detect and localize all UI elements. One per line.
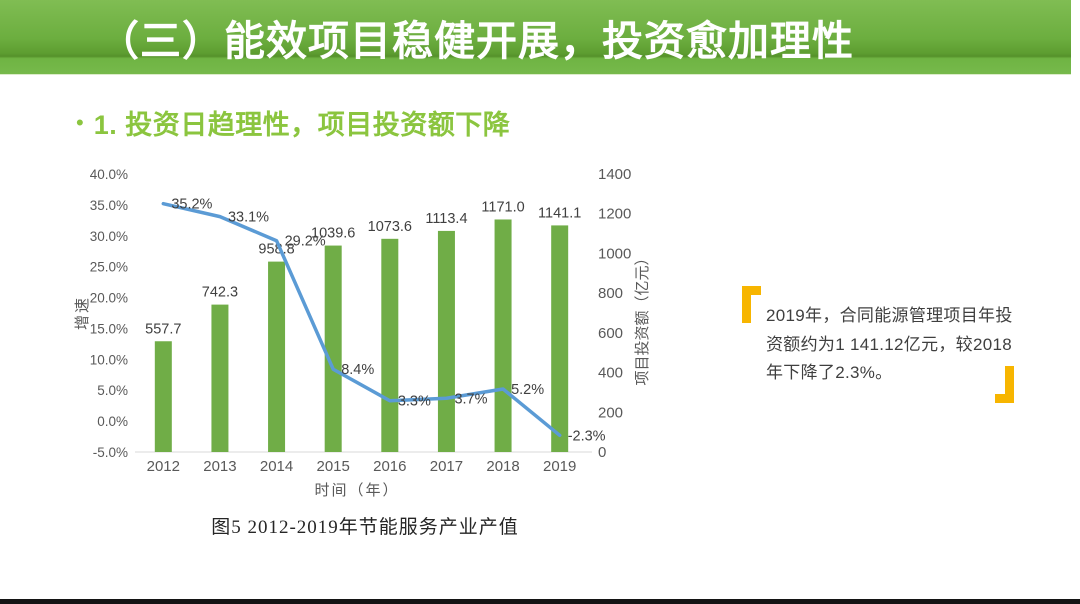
x-axis-tick-label: 2017: [430, 458, 463, 475]
x-axis-tick-label: 2016: [373, 458, 406, 475]
close-quote-horizontal-bar: [995, 394, 1014, 403]
bar-2015: [324, 245, 342, 452]
growth-pct-label: 35.2%: [171, 197, 212, 213]
footer-bar: [0, 599, 1080, 604]
bar-value-label: 557.7: [145, 321, 181, 337]
right-axis-tick-label: 1000: [598, 245, 631, 262]
left-axis-tick-label: 10.0%: [90, 352, 128, 367]
right-axis-tick-label: 0: [598, 444, 606, 461]
header-band: （三）能效项目稳健开展，投资愈加理性: [0, 0, 1071, 75]
growth-pct-label: 8.4%: [341, 362, 374, 378]
left-axis-tick-label: 20.0%: [90, 291, 128, 306]
open-quote-vertical-bar: [742, 286, 751, 323]
bar-value-label: 1113.4: [425, 211, 467, 227]
left-axis-tick-label: 35.0%: [90, 198, 128, 213]
right-axis-tick-label: 400: [598, 365, 623, 382]
left-axis-tick-label: 25.0%: [90, 260, 128, 275]
bar-value-label: 1141.1: [538, 205, 581, 221]
left-axis-tick-label: 0.0%: [97, 414, 128, 429]
close-quote-icon: [995, 366, 1014, 403]
bar-value-label: 958.8: [258, 242, 294, 258]
left-axis-tick-label: 15.0%: [90, 321, 128, 336]
bar-2018: [494, 219, 512, 452]
bullet-icon: •: [76, 109, 84, 135]
left-axis-title: 增速: [74, 296, 91, 331]
x-axis-tick-label: 2018: [486, 458, 519, 475]
section-subtitle: 1. 投资日趋理性，项目投资额下降: [93, 110, 511, 140]
right-axis-tick-label: 600: [598, 325, 623, 342]
right-axis-title: 项目投资额（亿元）: [634, 250, 651, 386]
close-quote-vertical-bar: [1005, 366, 1014, 403]
chart-caption: 图5 2012-2019年节能服务产业产值: [211, 517, 519, 538]
bar-2016: [381, 238, 399, 452]
x-axis-title: 时间（年）: [314, 482, 400, 499]
bar-2012: [154, 341, 172, 452]
bar-value-label: 1039.6: [311, 226, 355, 242]
growth-pct-label: 33.1%: [228, 210, 269, 226]
bar-value-label: 742.3: [202, 285, 238, 301]
growth-pct-label: 3.7%: [454, 391, 487, 407]
growth-pct-label: -2.3%: [568, 428, 606, 444]
slide-title: （三）能效项目稳健开展，投资愈加理性: [98, 18, 854, 64]
right-axis-tick-label: 1400: [598, 166, 631, 183]
bar-value-label: 1073.6: [368, 219, 412, 235]
open-quote-icon: [742, 286, 761, 323]
right-axis-tick-label: 200: [598, 404, 623, 421]
growth-pct-label: 29.2%: [285, 234, 326, 250]
open-quote-horizontal-bar: [742, 286, 761, 295]
bar-2014: [268, 261, 286, 452]
growth-pct-label: 3.3%: [398, 394, 431, 410]
bar-value-label: 1171.0: [481, 199, 524, 215]
bar-2013: [211, 304, 229, 452]
bar-2019: [551, 225, 569, 452]
right-axis-tick-label: 1200: [598, 206, 631, 223]
callout-text: 2019年，合同能源管理项目年投 资额约为1 141.12亿元，较2018 年下…: [766, 306, 1013, 382]
growth-line: [161, 201, 562, 438]
subtitle-row: • 1. 投资日趋理性，项目投资额下降: [76, 103, 510, 142]
bar-2017: [437, 230, 455, 452]
x-axis-tick-label: 2015: [317, 458, 350, 475]
growth-pct-label: 5.2%: [511, 382, 544, 398]
left-axis-tick-label: 30.0%: [90, 229, 128, 244]
left-axis-tick-label: 5.0%: [97, 383, 128, 398]
x-axis-tick-label: 2013: [203, 458, 236, 475]
left-axis-tick-label: 40.0%: [90, 167, 128, 182]
x-axis-tick-label: 2014: [260, 458, 293, 475]
left-axis-tick-label: -5.0%: [93, 445, 128, 460]
right-axis-tick-label: 800: [598, 285, 623, 302]
x-axis-tick-label: 2019: [543, 458, 576, 475]
x-axis-tick-label: 2012: [147, 458, 180, 475]
